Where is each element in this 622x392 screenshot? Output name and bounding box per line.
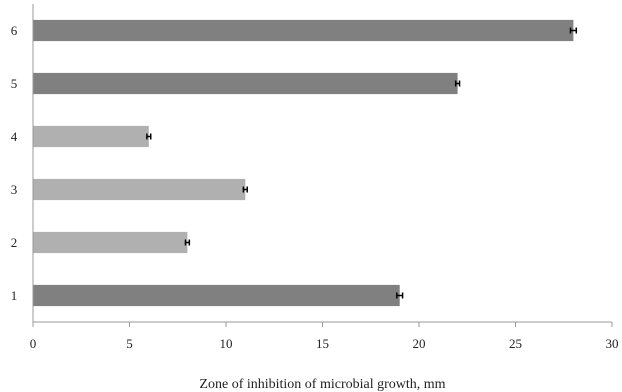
x-tick-label-5: 5 [126,336,133,351]
bar-1 [33,284,400,307]
bar-5 [33,72,458,95]
bar-4 [33,125,149,148]
x-tick-label-0: 0 [30,336,37,351]
bar-2 [33,231,188,254]
x-tick-label-15: 15 [316,336,329,351]
bars-group [33,19,574,307]
x-tick-label-30: 30 [606,336,619,351]
y-category-label-4: 4 [11,129,18,144]
y-category-label-5: 5 [11,76,18,91]
y-category-label-3: 3 [11,182,18,197]
bar-6 [33,19,574,42]
y-category-label-6: 6 [11,23,18,38]
error-bars-group [146,27,578,299]
y-category-labels-group: 1 2 3 4 5 6 [11,23,18,303]
bar-3 [33,178,246,201]
y-category-label-2: 2 [11,235,18,250]
y-category-label-1: 1 [11,288,18,303]
x-tick-label-10: 10 [220,336,233,351]
x-tick-label-25: 25 [509,336,522,351]
x-tick-label-20: 20 [413,336,426,351]
x-axis-title: Zone of inhibition of microbial growth, … [199,377,445,392]
x-ticks-group: 0 5 10 15 20 25 30 [30,322,619,351]
